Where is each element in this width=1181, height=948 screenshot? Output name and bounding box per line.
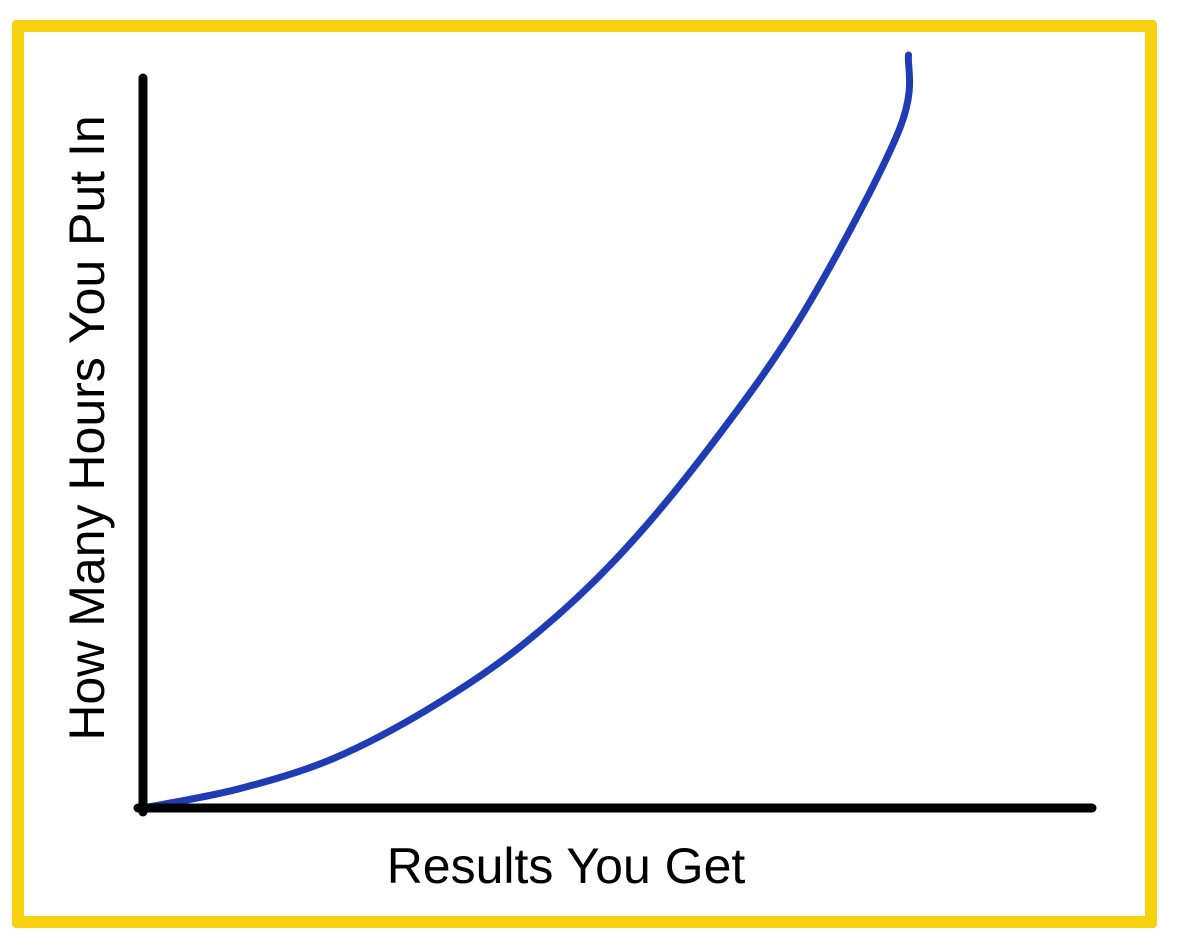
series-line-0 xyxy=(139,51,914,812)
chart-frame xyxy=(12,20,1157,928)
plot-area xyxy=(139,51,914,812)
y-axis-label: How Many Hours You Put In xyxy=(59,115,115,740)
x-axis-label: Results You Get xyxy=(387,838,746,894)
